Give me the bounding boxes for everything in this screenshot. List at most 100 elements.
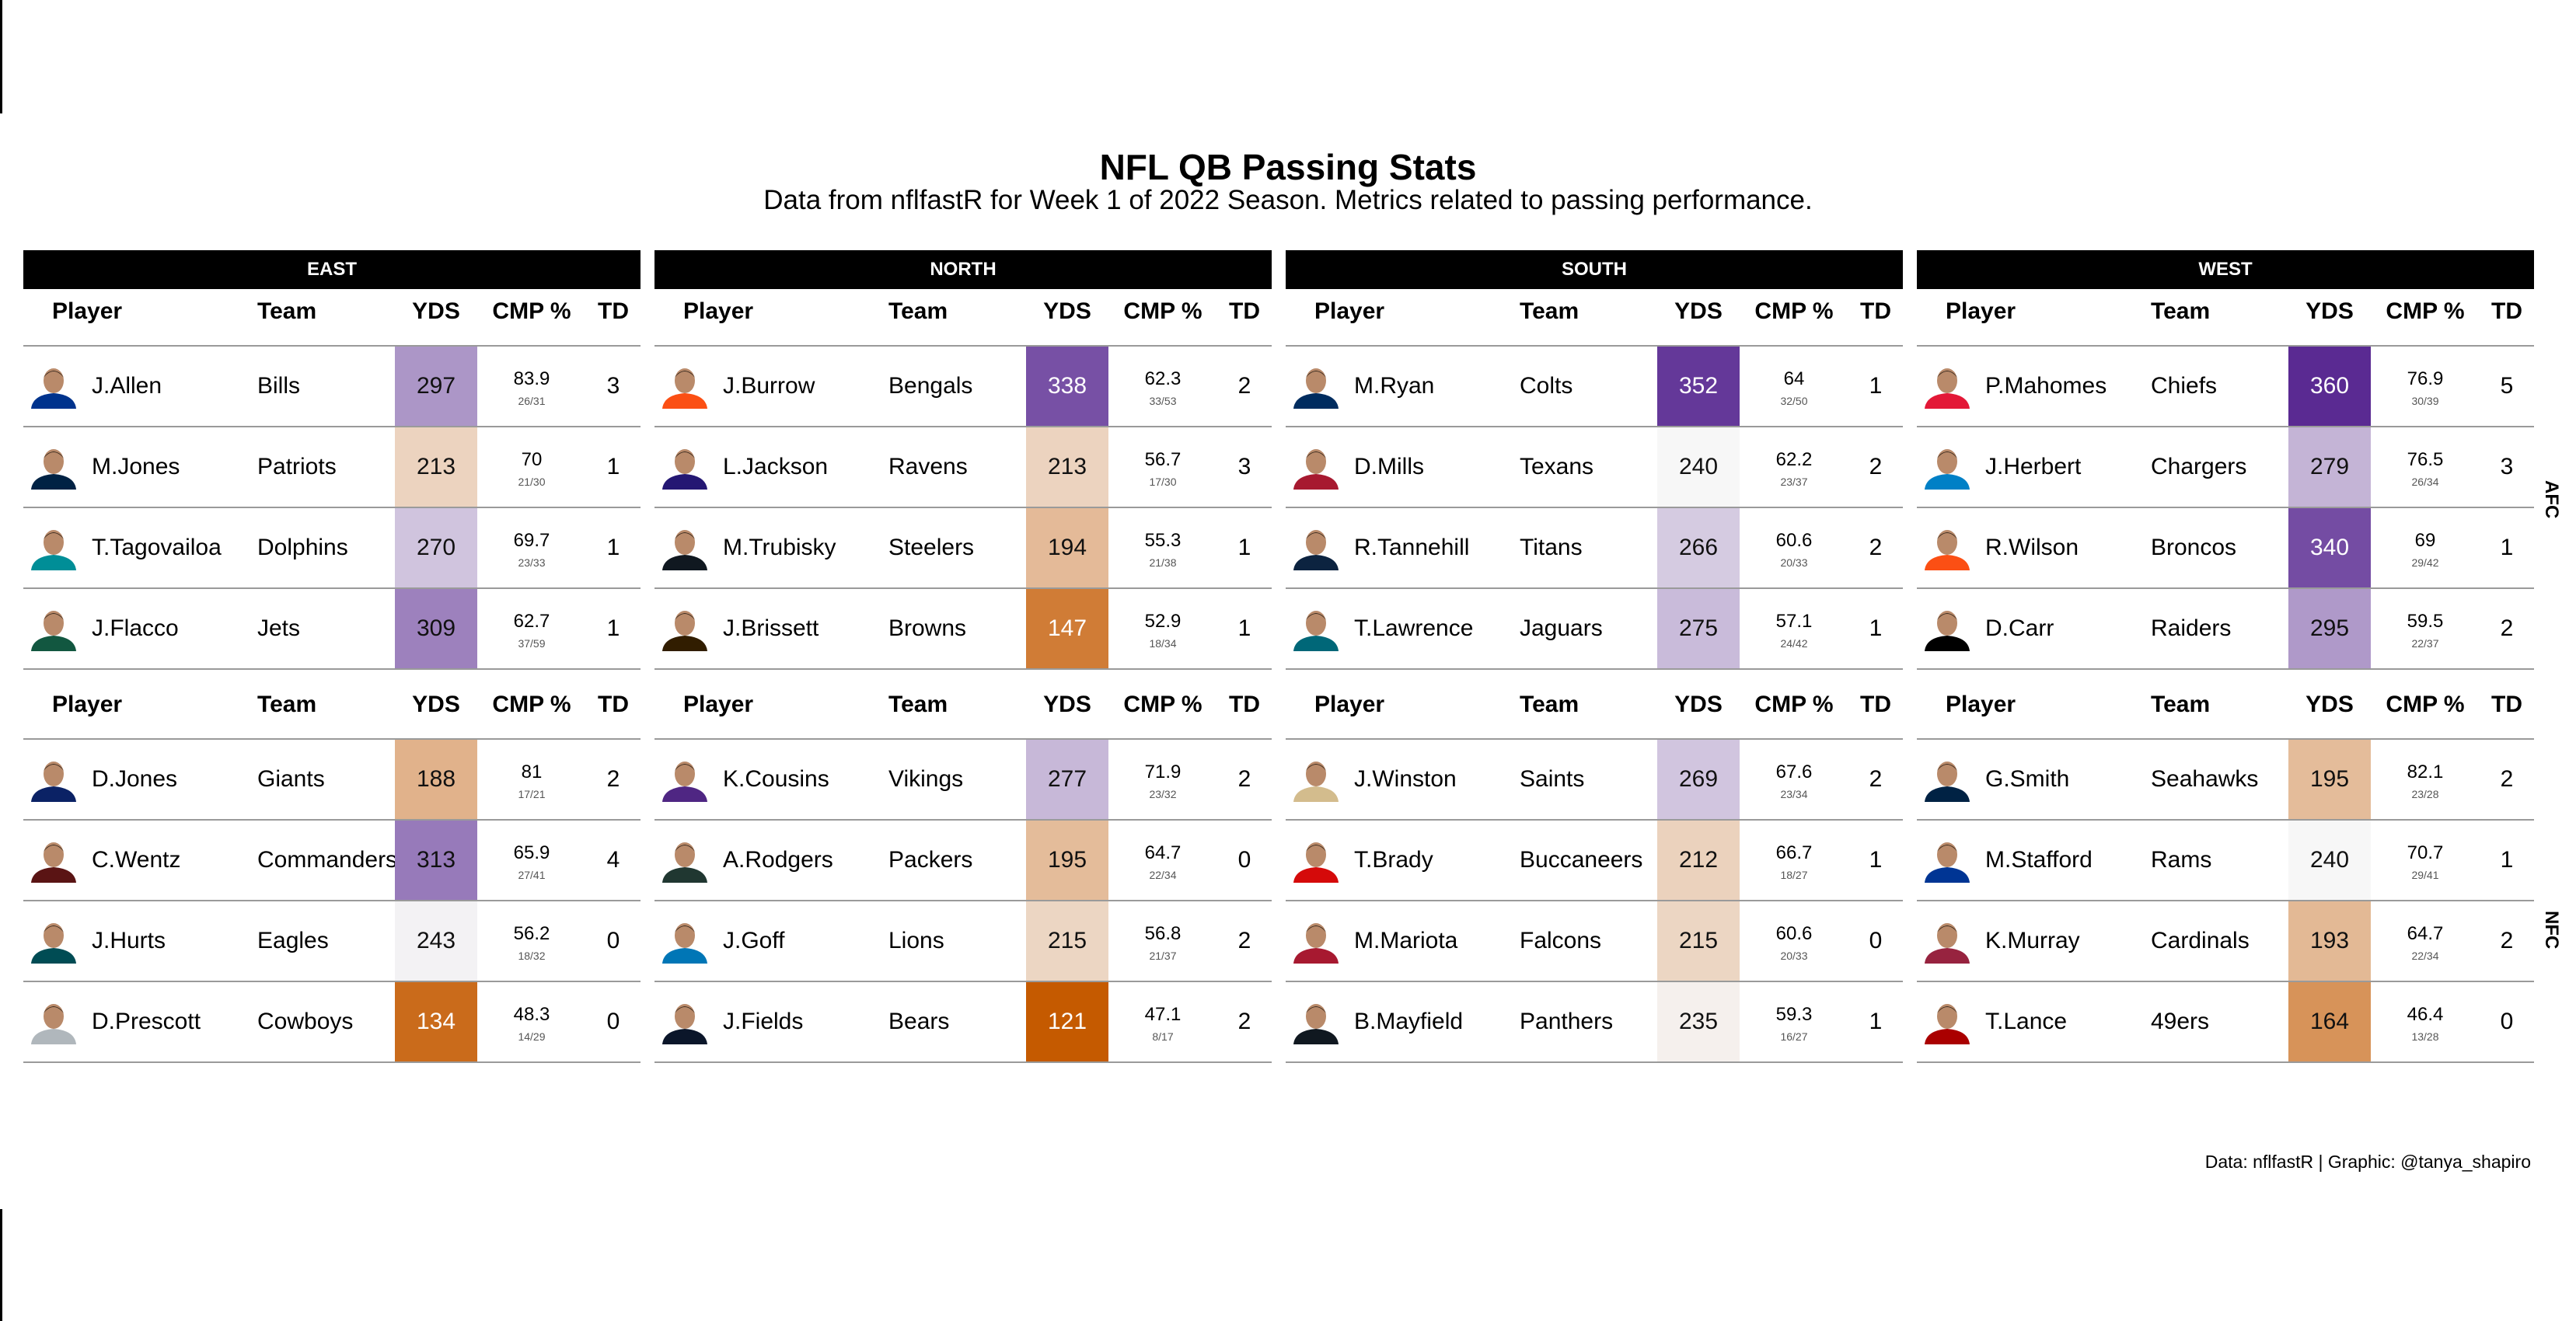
completions-attempts: 17/30 <box>1149 476 1177 488</box>
td-value: 1 <box>1869 1009 1883 1034</box>
table-row: M.Stafford Rams 240 70.7 29/41 1 <box>1917 821 2534 901</box>
column-header-cmp: CMP % <box>492 692 571 717</box>
division-table-afc-east: EAST Player Team YDS CMP % TD J.Allen Bills 297 8… <box>23 250 641 670</box>
td-value: 1 <box>1869 847 1883 873</box>
player-name: D.Mills <box>1354 454 1424 479</box>
cmp-percent: 60.6 <box>1775 923 1813 944</box>
yds-value: 213 <box>1026 427 1108 507</box>
team-name: Commanders <box>257 847 398 873</box>
team-name: Eagles <box>257 928 329 953</box>
player-name: J.Winston <box>1354 766 1457 792</box>
yds-value: 269 <box>1657 740 1740 819</box>
column-header-td: TD <box>598 298 629 324</box>
player-name: D.Prescott <box>92 1009 201 1034</box>
completions-attempts: 16/27 <box>1780 1030 1808 1043</box>
column-header-player: Player <box>683 298 754 324</box>
team-name: Packers <box>888 847 973 873</box>
player-headshot-icon <box>31 923 76 964</box>
team-name: Ravens <box>888 454 968 479</box>
cmp-percent: 60.6 <box>1775 530 1813 551</box>
yds-value: 213 <box>395 427 477 507</box>
player-headshot-icon <box>31 611 76 651</box>
player-headshot-icon <box>662 611 707 651</box>
column-header-yds: YDS <box>2305 298 2354 324</box>
table-row: T.Tagovailoa Dolphins 270 69.7 23/33 1 <box>23 508 641 589</box>
column-header-player: Player <box>52 692 123 717</box>
cmp-percent: 66.7 <box>1775 842 1813 863</box>
table-row: T.Brady Buccaneers 212 66.7 18/27 1 <box>1286 821 1903 901</box>
player-headshot-icon <box>31 449 76 490</box>
column-header-player: Player <box>1946 692 2016 717</box>
chart-title: NFL QB Passing Stats <box>1099 147 1477 187</box>
yds-value: 188 <box>395 740 477 819</box>
table-row: J.Flacco Jets 309 62.7 37/59 1 <box>23 589 641 670</box>
player-name: D.Jones <box>92 766 178 792</box>
table-row: J.Fields Bears 121 47.1 8/17 2 <box>654 982 1272 1063</box>
column-header-player: Player <box>1314 692 1385 717</box>
completions-attempts: 22/34 <box>2411 950 2439 962</box>
cmp-percent: 76.5 <box>2407 449 2444 470</box>
table-row: G.Smith Seahawks 195 82.1 23/28 2 <box>1917 740 2534 821</box>
team-name: Buccaneers <box>1520 847 1643 873</box>
column-header-team: Team <box>888 692 948 717</box>
table-row: T.Lance 49ers 164 46.4 13/28 0 <box>1917 982 2534 1063</box>
td-value: 2 <box>1237 1009 1251 1034</box>
td-value: 2 <box>1237 928 1251 953</box>
division-table-nfc-south: Player Team YDS CMP % TD J.Winston Saints 269 67… <box>1286 682 1903 1063</box>
column-header-cmp: CMP % <box>2386 692 2465 717</box>
cmp-percent: 62.7 <box>513 611 550 632</box>
completions-attempts: 29/41 <box>2411 869 2439 881</box>
player-name: M.Stafford <box>1985 847 2093 873</box>
team-name: Seahawks <box>2151 766 2259 792</box>
td-value: 2 <box>1869 766 1883 792</box>
td-value: 2 <box>2500 766 2514 792</box>
completions-attempts: 13/28 <box>2411 1030 2439 1043</box>
division-header: NORTH <box>654 250 1272 289</box>
player-name: T.Brady <box>1354 847 1433 873</box>
completions-attempts: 37/59 <box>518 637 546 650</box>
column-header-row: Player Team YDS CMP % TD <box>23 682 641 740</box>
player-headshot-icon <box>31 1004 76 1044</box>
td-value: 1 <box>606 615 620 641</box>
player-headshot-icon <box>662 530 707 570</box>
division-table-nfc-east: Player Team YDS CMP % TD D.Jones Giants 188 81 17… <box>23 682 641 1063</box>
column-header-yds: YDS <box>1043 692 1091 717</box>
yds-value: 277 <box>1026 740 1108 819</box>
completions-attempts: 21/38 <box>1149 556 1177 569</box>
team-name: Panthers <box>1520 1009 1614 1034</box>
column-header-td: TD <box>1229 298 1260 324</box>
team-name: Giants <box>257 766 325 792</box>
team-name: Saints <box>1520 766 1585 792</box>
left-edge-line-bottom <box>0 1209 2 1321</box>
player-headshot-icon <box>662 368 707 409</box>
yds-value: 215 <box>1657 901 1740 981</box>
column-header-team: Team <box>1520 692 1579 717</box>
completions-attempts: 8/17 <box>1152 1030 1174 1043</box>
table-row: K.Murray Cardinals 193 64.7 22/34 2 <box>1917 901 2534 982</box>
cmp-percent: 55.3 <box>1144 530 1182 551</box>
table-row: R.Tannehill Titans 266 60.6 20/33 2 <box>1286 508 1903 589</box>
cmp-percent: 56.7 <box>1144 449 1182 470</box>
column-header-row: Player Team YDS CMP % TD <box>1286 289 1903 347</box>
yds-value: 340 <box>2288 508 2371 587</box>
td-value: 2 <box>606 766 620 792</box>
team-name: Chiefs <box>2151 373 2218 399</box>
table-row: M.Ryan Colts 352 64 32/50 1 <box>1286 347 1903 427</box>
td-value: 2 <box>2500 928 2514 953</box>
team-name: Texans <box>1520 454 1594 479</box>
td-value: 0 <box>2500 1009 2514 1034</box>
player-name: J.Burrow <box>723 373 815 399</box>
division-table-afc-south: SOUTH Player Team YDS CMP % TD M.Ryan Colts 352 6… <box>1286 250 1903 670</box>
cmp-percent: 69.7 <box>513 530 550 551</box>
cmp-percent: 56.8 <box>1144 923 1182 944</box>
td-value: 0 <box>606 928 620 953</box>
yds-value: 121 <box>1026 982 1108 1061</box>
cmp-percent: 83.9 <box>513 368 550 389</box>
table-row: J.Herbert Chargers 279 76.5 26/34 3 <box>1917 427 2534 508</box>
division-header: EAST <box>23 250 641 289</box>
column-header-row: Player Team YDS CMP % TD <box>1917 289 2534 347</box>
yds-value: 270 <box>395 508 477 587</box>
column-header-team: Team <box>2151 298 2211 324</box>
table-row: M.Mariota Falcons 215 60.6 20/33 0 <box>1286 901 1903 982</box>
player-name: M.Mariota <box>1354 928 1458 953</box>
